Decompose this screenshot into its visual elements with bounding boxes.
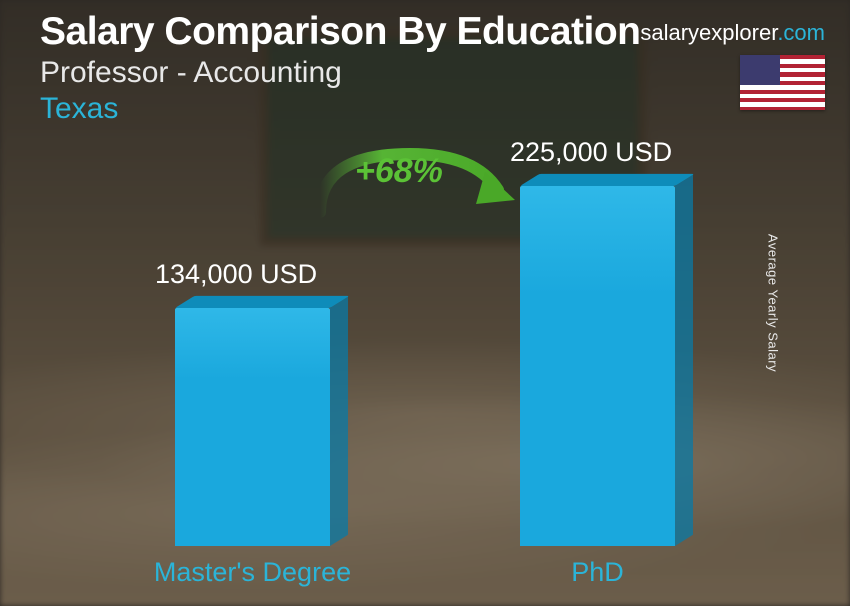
bar-side-face [675, 175, 693, 546]
chart-bar [175, 308, 330, 546]
bar-front-face [520, 186, 675, 546]
bar-value-label: 134,000 USD [155, 259, 317, 290]
chart-bar [520, 186, 675, 546]
bar-top-face [175, 296, 349, 308]
delta-percent: +68% [355, 152, 443, 191]
header: Salary Comparison By Education Professor… [40, 10, 830, 126]
bar-front-face [175, 308, 330, 546]
bar-category-label: PhD [520, 557, 675, 588]
bar-category-label: Master's Degree [145, 557, 360, 588]
page-title: Salary Comparison By Education [40, 10, 830, 54]
bar-top-face [520, 174, 694, 186]
bar-side-face [330, 297, 348, 546]
bar-value-label: 225,000 USD [510, 137, 672, 168]
page-location: Texas [40, 92, 830, 126]
page-subtitle: Professor - Accounting [40, 56, 830, 90]
